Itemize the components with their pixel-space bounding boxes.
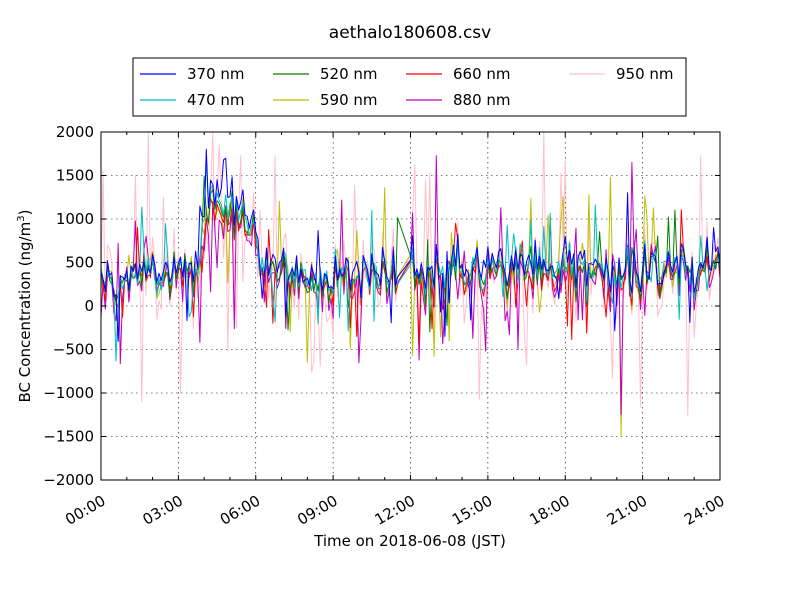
y-tick-label: 500: [65, 254, 94, 272]
series-lines: [101, 132, 720, 437]
y-tick-label: 1000: [56, 210, 94, 228]
legend-label-520-nm: 520 nm: [320, 65, 378, 83]
y-tick-label: −1000: [43, 384, 94, 402]
legend-label-470-nm: 470 nm: [187, 91, 245, 109]
legend: 370 nm 470 nm 520 nm 590 nm 660 nm 880 nm 950 …: [132, 57, 687, 117]
y-axis-label-tail: ): [16, 210, 34, 216]
y-tick-labels: −2000 −1500 −1000 −500 0 500 1000 1500 2000: [43, 123, 94, 489]
legend-box: [132, 57, 687, 117]
axis-ticks: [100, 131, 721, 481]
legend-label-950-nm: 950 nm: [616, 65, 674, 83]
x-axis-label: Time on 2018-06-08 (JST): [313, 532, 506, 550]
y-axis-label: BC Concentration (ng/m3): [16, 210, 34, 403]
series-line-950-nm: [101, 132, 720, 416]
chart-title: aethalo180608.csv: [329, 23, 491, 43]
legend-label-590-nm: 590 nm: [320, 91, 378, 109]
y-tick-label: 0: [84, 297, 94, 315]
series-line-370-nm: [101, 148, 720, 342]
y-axis-label-main: BC Concentration (ng/m: [16, 222, 34, 403]
y-tick-label: 1500: [56, 167, 94, 185]
y-tick-label: −1500: [43, 428, 94, 446]
legend-label-660-nm: 660 nm: [453, 65, 511, 83]
y-axis-label-superscript: 3: [16, 215, 27, 221]
legend-label-370-nm: 370 nm: [187, 65, 245, 83]
y-tick-label: −500: [53, 341, 94, 359]
legend-label-880-nm: 880 nm: [453, 91, 511, 109]
y-tick-label: 2000: [56, 123, 94, 141]
y-tick-label: −2000: [43, 471, 94, 489]
